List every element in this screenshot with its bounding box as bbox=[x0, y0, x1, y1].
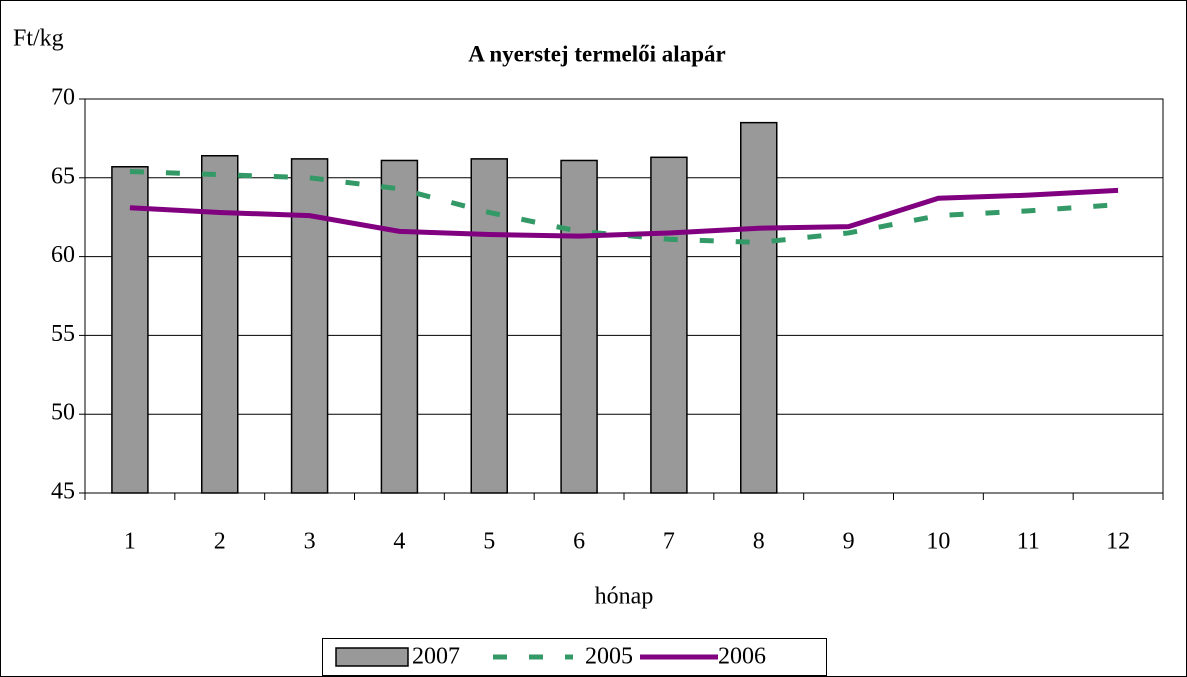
x-tick-label: 11 bbox=[1017, 529, 1040, 555]
bar bbox=[650, 156, 688, 494]
y-tick-label: 60 bbox=[51, 242, 75, 268]
x-tick-label: 3 bbox=[304, 529, 316, 555]
bar bbox=[380, 159, 419, 494]
x-tick-label: 6 bbox=[573, 529, 585, 555]
line-series bbox=[129, 168, 1119, 245]
x-tick-label: 10 bbox=[926, 529, 950, 555]
bar bbox=[470, 158, 508, 494]
legend-swatch bbox=[335, 647, 409, 667]
x-axis-label: hónap bbox=[595, 584, 654, 610]
x-tick-label: 5 bbox=[483, 529, 495, 555]
x-tick-label: 1 bbox=[124, 529, 136, 555]
legend-label: 2007 bbox=[412, 644, 460, 670]
y-tick-label: 50 bbox=[51, 400, 75, 426]
y-axis-label: Ft/kg bbox=[13, 26, 64, 52]
chart-title: A nyerstej termelői alapár bbox=[468, 41, 725, 66]
x-tick-label: 12 bbox=[1106, 529, 1130, 555]
bar bbox=[290, 158, 329, 494]
y-tick-label: 55 bbox=[51, 321, 75, 347]
x-tick-label: 4 bbox=[393, 529, 405, 555]
y-tick-label: 45 bbox=[51, 479, 75, 505]
x-tick-label: 7 bbox=[663, 529, 675, 555]
y-tick-label: 70 bbox=[51, 85, 75, 111]
x-tick-label: 8 bbox=[753, 529, 765, 555]
bar bbox=[740, 121, 778, 494]
bar bbox=[560, 159, 598, 494]
bar bbox=[111, 166, 149, 494]
line-series bbox=[129, 187, 1119, 239]
plot-area bbox=[84, 98, 1164, 494]
x-tick-label: 2 bbox=[214, 529, 226, 555]
bar bbox=[201, 154, 239, 494]
y-tick-label: 65 bbox=[51, 163, 75, 189]
legend-label: 2005 bbox=[585, 644, 633, 670]
x-tick-label: 9 bbox=[843, 529, 855, 555]
legend-label: 2006 bbox=[718, 644, 766, 670]
